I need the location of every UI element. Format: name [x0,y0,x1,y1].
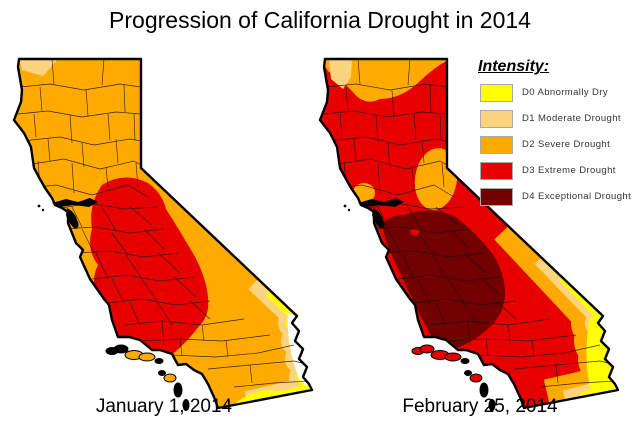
d1-swatch [480,109,513,128]
channel-islands [105,344,190,411]
d3-label: D3 Extreme Drought [522,165,616,176]
legend-title: Intensity: [478,58,550,75]
d3-swatch [480,161,513,180]
feb-d1-northwest-region [329,59,352,89]
d0-label: D0 Abnormally Dry [522,87,608,98]
feb-d3-spot-in-d4 [410,228,420,236]
jan-d3-central-region [90,177,209,364]
d2-swatch [480,135,513,154]
legend-row-d0: D0 Abnormally Dry [476,83,638,102]
legend-row-d2: D2 Severe Drought [476,135,638,154]
d1-label: D1 Moderate Drought [522,113,621,124]
map-january [12,57,320,415]
d4-label: D4 Exceptional Drought [522,191,632,202]
jan-d1-northwest-region [19,59,58,76]
feb-d2-north-band [323,59,450,102]
legend: Intensity: D0 Abnormally Dry D1 Moderate… [476,58,638,214]
caption-january: January 1, 2014 [95,396,233,417]
legend-row-d3: D3 Extreme Drought [476,161,638,180]
map-february [318,57,626,415]
page-title: Progression of California Drought in 201… [109,7,531,33]
legend-row-d4: D4 Exceptional Drought [476,187,638,206]
d0-swatch [480,83,513,102]
legend-row-d1: D1 Moderate Drought [476,109,638,128]
d2-label: D2 Severe Drought [522,139,611,150]
d4-swatch [480,187,513,206]
channel-islands [411,344,496,411]
california-map-january [12,57,314,411]
feb-d4-central-region [382,210,506,349]
california-map-february [318,57,620,411]
caption-february: February 25, 2014 [402,396,558,417]
